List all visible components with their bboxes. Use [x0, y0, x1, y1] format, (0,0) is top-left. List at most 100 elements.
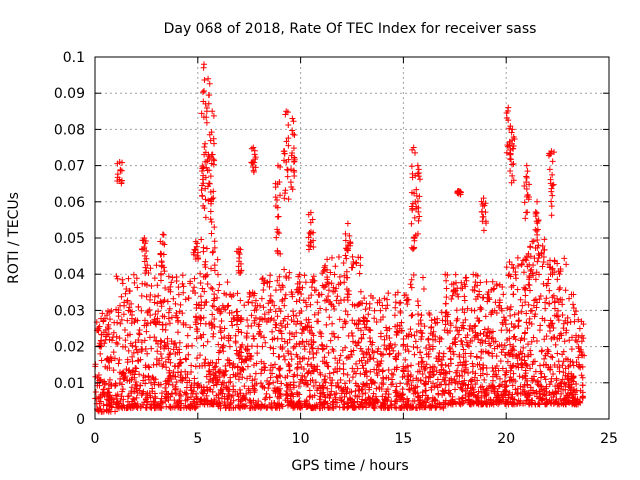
data-point: [289, 127, 296, 134]
data-point: [580, 335, 587, 342]
data-point: [274, 404, 281, 411]
data-point: [95, 408, 102, 415]
data-point: [553, 375, 560, 382]
data-point: [285, 156, 292, 163]
data-point: [113, 339, 120, 346]
data-point: [310, 383, 317, 390]
data-point: [578, 372, 585, 379]
data-point: [536, 271, 543, 278]
data-point: [303, 303, 310, 310]
data-point: [363, 373, 370, 380]
data-point: [349, 365, 356, 372]
data-point: [114, 275, 121, 282]
data-point: [511, 311, 518, 318]
data-point: [337, 352, 344, 359]
data-point: [205, 197, 212, 204]
data-point: [154, 348, 161, 355]
data-point: [145, 308, 152, 315]
data-point: [577, 364, 584, 371]
data-point: [549, 265, 556, 272]
data-point: [383, 296, 390, 303]
data-point: [460, 346, 467, 353]
data-point: [473, 397, 480, 404]
data-point: [554, 363, 561, 370]
data-point: [453, 307, 460, 314]
y-tick-label: 0.03: [54, 303, 85, 319]
data-point: [373, 319, 380, 326]
data-point: [546, 257, 553, 264]
data-point: [250, 333, 257, 340]
data-point: [204, 271, 211, 278]
data-point: [388, 370, 395, 377]
data-point: [214, 294, 221, 301]
data-point: [116, 356, 123, 363]
data-point: [523, 173, 530, 180]
data-point: [307, 301, 314, 308]
data-point: [532, 401, 539, 408]
data-point: [120, 402, 127, 409]
data-point: [153, 262, 160, 269]
data-point: [549, 354, 556, 361]
data-point: [177, 393, 184, 400]
data-point: [202, 356, 209, 363]
data-point: [311, 311, 318, 318]
data-point: [462, 334, 469, 341]
data-point: [245, 385, 252, 392]
data-point: [133, 365, 140, 372]
data-point: [128, 390, 135, 397]
data-point: [208, 230, 215, 237]
data-point: [393, 364, 400, 371]
data-point: [180, 319, 187, 326]
data-point: [342, 308, 349, 315]
data-point: [551, 362, 558, 369]
data-point: [493, 362, 500, 369]
data-point: [205, 100, 212, 107]
y-tick-label: 0.06: [54, 195, 85, 211]
data-point: [491, 388, 498, 395]
data-point: [381, 336, 388, 343]
data-point: [305, 246, 312, 253]
data-point: [414, 368, 421, 375]
data-point: [125, 367, 132, 374]
data-point: [496, 299, 503, 306]
data-point: [408, 276, 415, 283]
data-point: [415, 166, 422, 173]
data-point: [334, 365, 341, 372]
data-point: [320, 345, 327, 352]
data-point: [356, 270, 363, 277]
data-point: [276, 353, 283, 360]
data-point: [466, 397, 473, 404]
data-point: [518, 260, 525, 267]
data-point: [537, 374, 544, 381]
data-point: [238, 343, 245, 350]
data-point: [162, 384, 169, 391]
data-point: [515, 351, 522, 358]
data-point: [344, 311, 351, 318]
data-point: [556, 381, 563, 388]
data-point: [393, 388, 400, 395]
data-point: [133, 346, 140, 353]
data-point: [251, 317, 258, 324]
data-point: [141, 317, 148, 324]
data-point: [232, 339, 239, 346]
data-point: [346, 396, 353, 403]
data-point: [498, 349, 505, 356]
data-point: [267, 374, 274, 381]
data-point: [414, 298, 421, 305]
data-point: [410, 144, 417, 151]
data-point: [507, 123, 514, 130]
data-point: [157, 337, 164, 344]
data-point: [349, 264, 356, 271]
data-point: [214, 271, 221, 278]
data-point: [167, 359, 174, 366]
data-point: [277, 308, 284, 315]
data-point: [532, 210, 539, 217]
data-point: [141, 252, 148, 259]
data-point: [522, 299, 529, 306]
data-point: [477, 372, 484, 379]
data-point: [258, 401, 265, 408]
data-point: [271, 302, 278, 309]
data-point: [407, 326, 414, 333]
data-point: [166, 305, 173, 312]
data-point: [235, 245, 242, 252]
